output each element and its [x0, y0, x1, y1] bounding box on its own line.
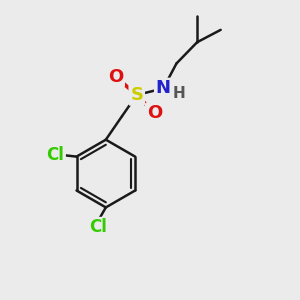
- Text: S: S: [130, 86, 143, 104]
- Text: Cl: Cl: [89, 218, 106, 236]
- Text: H: H: [173, 86, 186, 101]
- Text: O: O: [108, 68, 123, 86]
- Text: N: N: [156, 80, 171, 98]
- Text: Cl: Cl: [46, 146, 64, 164]
- Text: O: O: [147, 104, 162, 122]
